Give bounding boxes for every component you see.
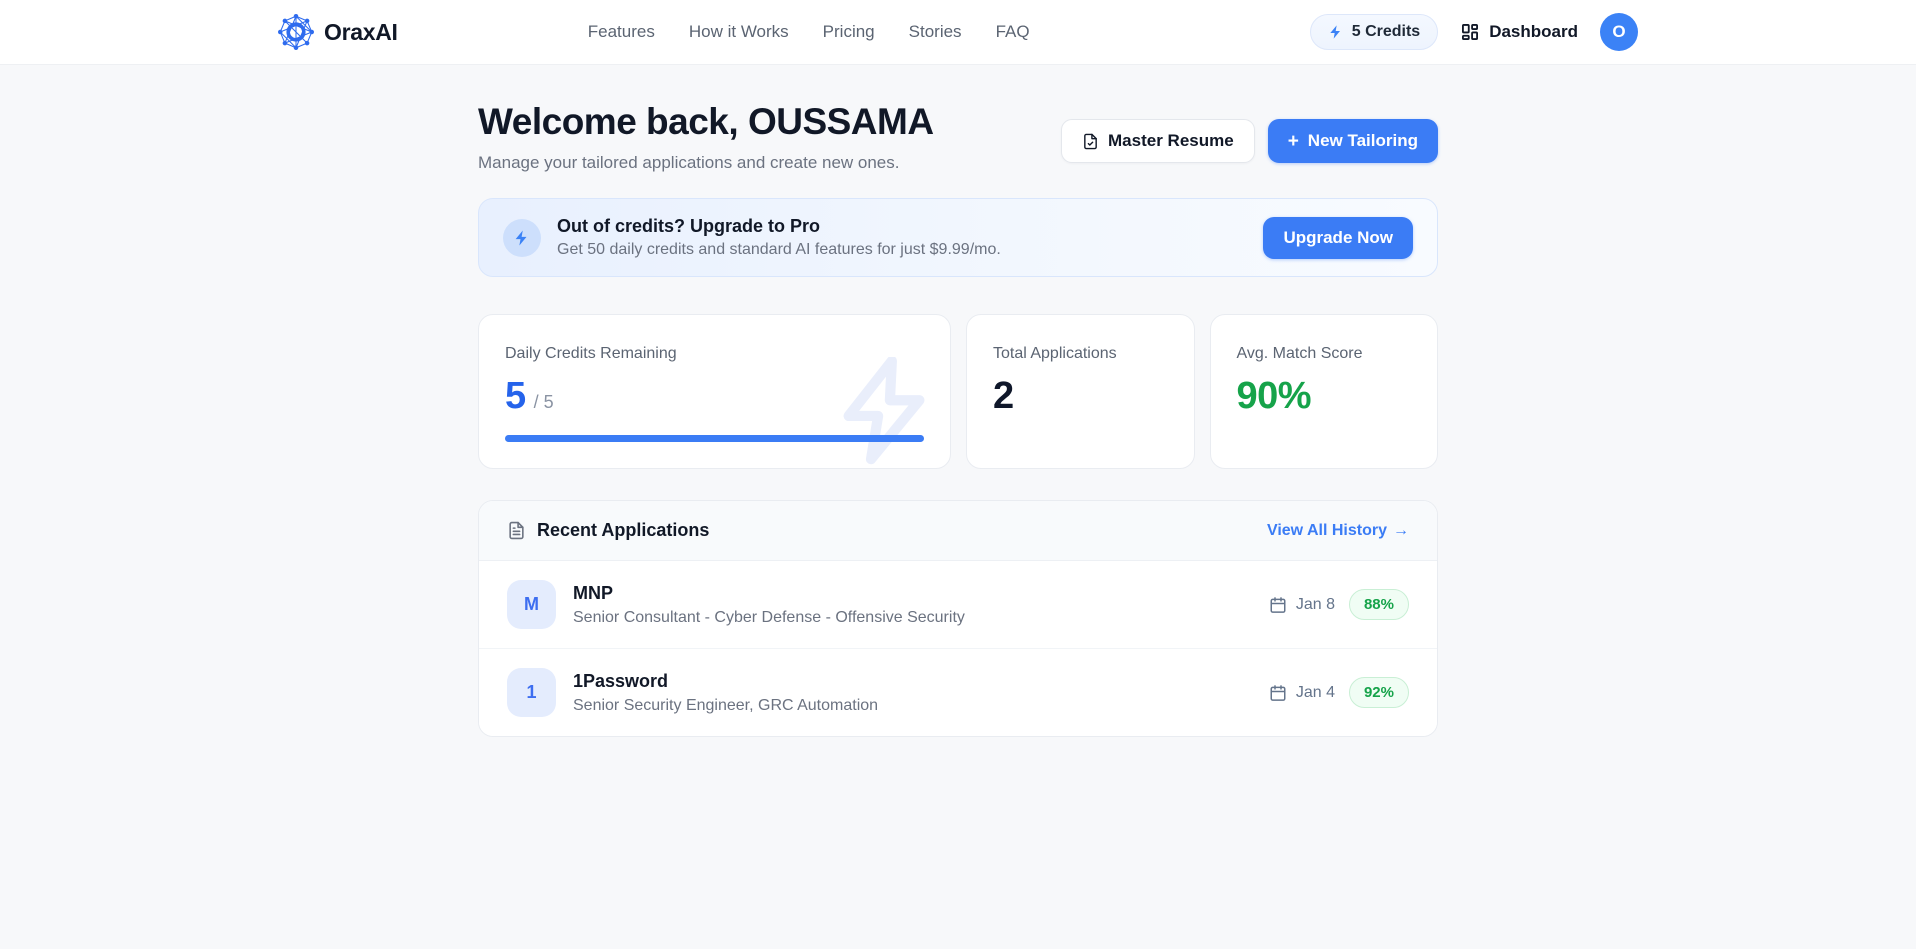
nav-link-stories[interactable]: Stories [908,22,962,41]
credits-progress-fill [505,435,924,442]
nav-link-pricing[interactable]: Pricing [822,22,875,41]
upgrade-banner: Out of credits? Upgrade to Pro Get 50 da… [478,198,1438,277]
top-navbar: OraxAI Features How it Works Pricing Sto… [0,0,1916,65]
calendar-icon [1270,596,1286,613]
calendar-icon [1270,684,1286,701]
new-tailoring-label: New Tailoring [1307,131,1418,150]
orax-logo-icon [278,14,314,50]
company-avatar: 1 [507,668,556,717]
nav-link-how-it-works[interactable]: How it Works [688,22,789,41]
brand[interactable]: OraxAI [278,14,398,50]
credits-progress-bar [505,435,924,442]
user-avatar[interactable]: O [1600,13,1638,51]
page-subtitle: Manage your tailored applications and cr… [478,153,900,172]
page-title: Welcome back, OUSSAMA [478,101,934,142]
stats-row: Daily Credits Remaining 5 / 5 Total Appl… [478,314,1438,469]
resume-file-icon [1084,133,1097,149]
document-icon [509,521,524,540]
stat-label: Daily Credits Remaining [505,345,677,362]
master-resume-button[interactable]: Master Resume [1061,119,1255,163]
view-all-history-label: View All History [1266,521,1387,539]
company-name: MNP [573,582,613,603]
view-all-history-link[interactable]: View All History → [1267,522,1409,540]
stat-value-credits: 5 [505,375,526,417]
nav-link-features[interactable]: Features [587,22,655,41]
arrow-right-icon: → [1393,521,1409,539]
dashboard-label: Dashboard [1489,22,1578,41]
nav-link-faq[interactable]: FAQ [995,22,1030,41]
stat-card-avg-match: Avg. Match Score 90% [1209,314,1438,469]
master-resume-label: Master Resume [1108,131,1234,150]
banner-title: Out of credits? Upgrade to Pro [557,216,821,236]
upgrade-now-button[interactable]: Upgrade Now [1263,216,1413,259]
recent-applications-header: Recent Applications View All History → [479,501,1437,561]
banner-description: Get 50 daily credits and standard AI fea… [557,241,1001,258]
brand-name: OraxAI [324,18,398,45]
stat-total-credits: / 5 [533,392,554,412]
new-tailoring-button[interactable]: + New Tailoring [1267,119,1438,163]
lightning-bolt-icon [515,230,527,245]
company-avatar: M [507,580,556,629]
main-nav: Features How it Works Pricing Stories FA… [398,22,1220,42]
dashboard-grid-icon [1462,24,1479,41]
recent-applications-card: Recent Applications View All History → M… [478,500,1438,737]
banner-bolt-badge [503,218,541,257]
dashboard-main: Welcome back, OUSSAMA Manage your tailor… [478,65,1438,737]
stat-value-applications: 2 [993,375,1014,417]
plus-icon: + [1287,130,1299,152]
lightning-bolt-icon [1330,25,1340,39]
stat-label: Avg. Match Score [1236,345,1363,362]
stat-card-total-applications: Total Applications 2 [966,314,1195,469]
stat-label: Total Applications [993,345,1117,362]
dashboard-link[interactable]: Dashboard [1460,22,1578,42]
stat-value-match: 90% [1236,375,1312,417]
company-name: 1Password [573,670,669,691]
credits-count: 5 Credits [1351,23,1421,40]
match-score-badge: 92% [1348,677,1409,708]
upgrade-now-label: Upgrade Now [1283,227,1393,247]
match-score-badge: 88% [1348,589,1409,620]
job-role: Senior Security Engineer, GRC Automation [573,696,879,714]
job-role: Senior Consultant - Cyber Defense - Offe… [573,608,965,626]
credits-pill[interactable]: 5 Credits [1309,14,1439,50]
stat-card-daily-credits: Daily Credits Remaining 5 / 5 [478,314,951,469]
application-row[interactable]: M MNP Senior Consultant - Cyber Defense … [479,561,1437,648]
application-date: Jan 8 [1295,595,1335,613]
application-row[interactable]: 1 1Password Senior Security Engineer, GR… [479,648,1437,736]
application-date: Jan 4 [1295,683,1335,701]
recent-applications-title: Recent Applications [537,520,710,540]
